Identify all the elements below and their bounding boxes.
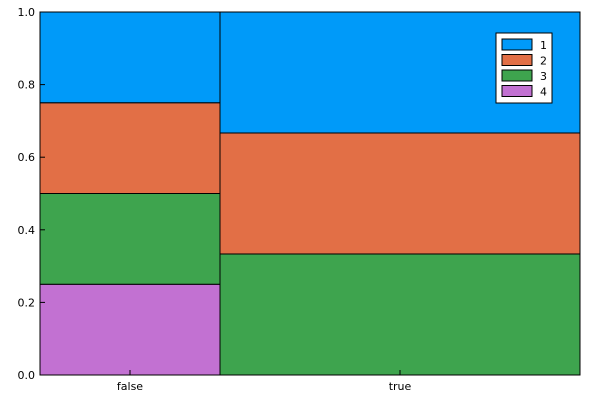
bar-segment-false-4: [39, 283, 221, 376]
y-tick-label: 0.4: [18, 224, 36, 237]
legend: 1 2 3 4: [495, 32, 553, 104]
bar-segment-true-3: [219, 253, 581, 376]
legend-swatch-3: [501, 69, 533, 82]
bar-segment-false-2: [39, 102, 221, 194]
bar-segment-false-1: [39, 11, 221, 104]
legend-label-1: 1: [540, 39, 547, 52]
y-tick-label: 0.8: [18, 79, 36, 92]
y-tick-label: 0.6: [18, 151, 36, 164]
y-tick-label: 0.2: [18, 296, 36, 309]
bar-segment-true-2: [219, 132, 581, 255]
bar-segment-false-3: [39, 193, 221, 285]
x-tick-label-true: true: [389, 380, 412, 393]
axes-layer: 0.0 0.2 0.4 0.6 0.8 1.0 false true: [18, 6, 580, 393]
x-tick-label-false: false: [117, 380, 143, 393]
y-tick-label: 0.0: [18, 369, 36, 382]
legend-swatch-2: [501, 54, 533, 66]
y-tick-label: 1.0: [18, 6, 36, 19]
legend-label-4: 4: [540, 86, 547, 99]
legend-swatch-4: [501, 85, 533, 97]
legend-label-3: 3: [540, 70, 547, 83]
legend-label-2: 2: [540, 55, 547, 68]
legend-swatch-1: [501, 38, 533, 51]
bars-layer: [39, 11, 581, 376]
